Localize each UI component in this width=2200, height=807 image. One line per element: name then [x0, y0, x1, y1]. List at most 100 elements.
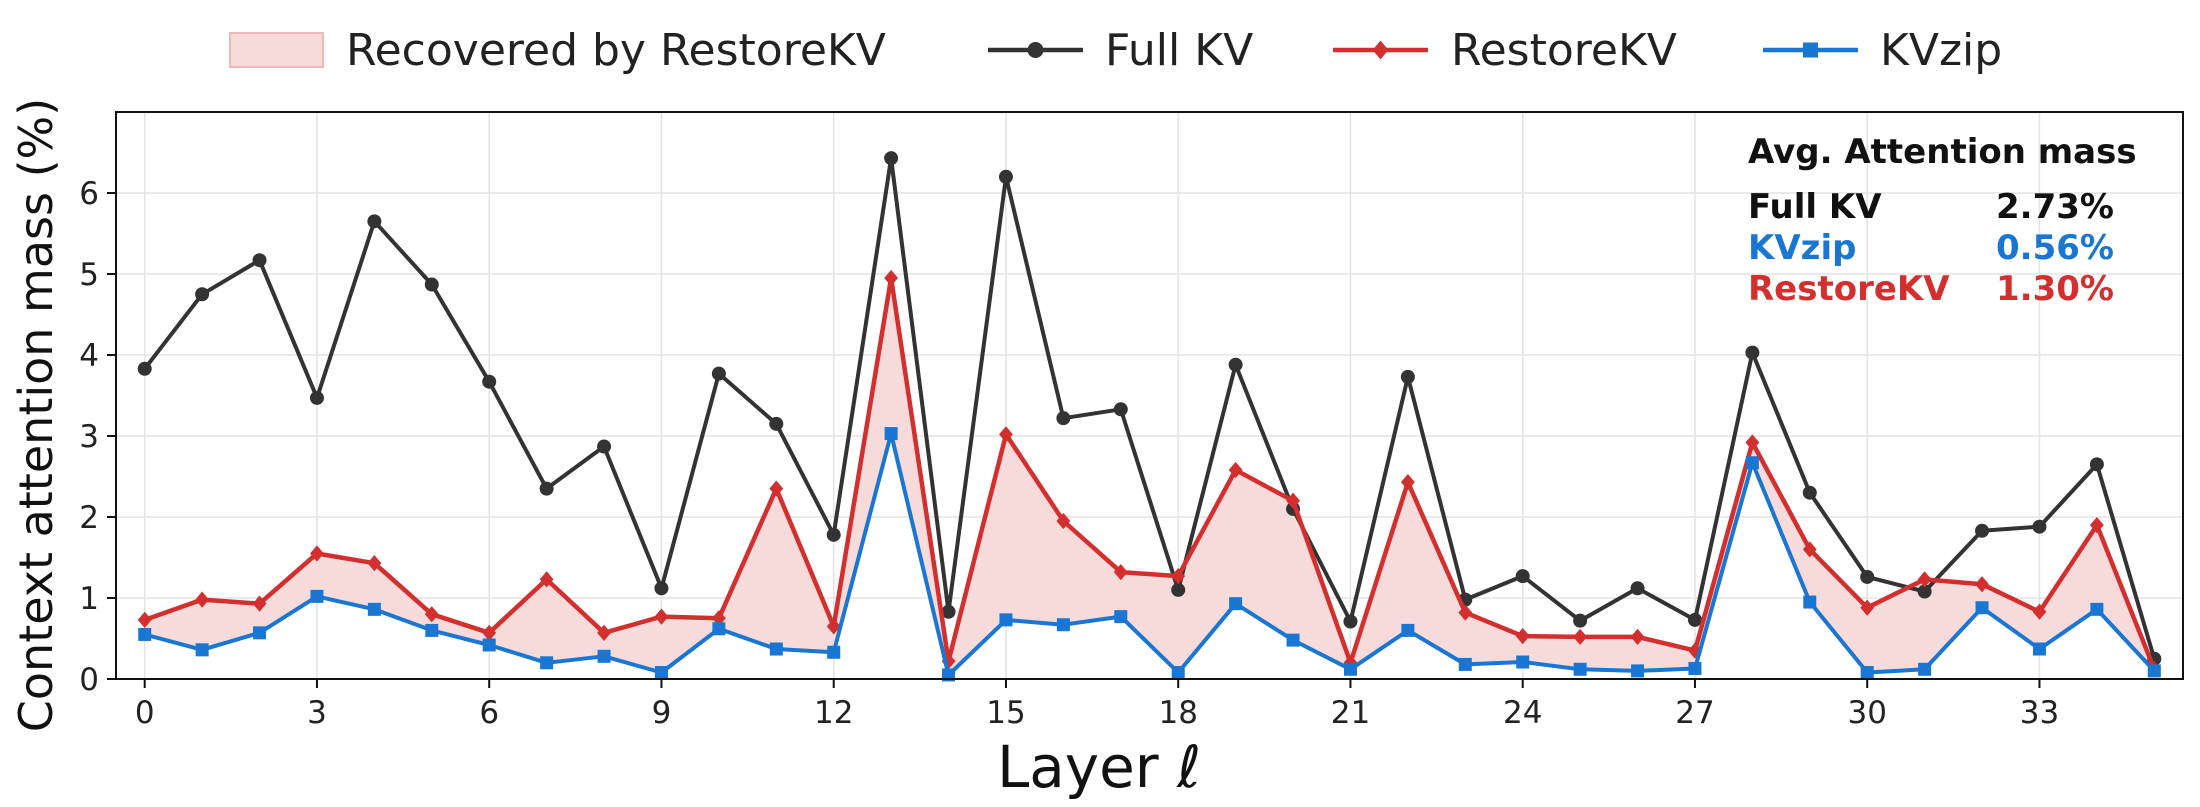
data-point-restorekv	[1802, 541, 1817, 558]
data-point-kvzip	[138, 627, 152, 641]
data-point-full-kv	[1745, 345, 1760, 360]
data-point-full-kv	[597, 439, 612, 454]
x-tick-label: 27	[1675, 695, 1714, 731]
series-line-full-kv	[143, 156, 2157, 660]
data-point-restorekv	[1228, 461, 1243, 479]
data-point-kvzip	[999, 613, 1013, 627]
data-point-restorekv	[482, 624, 497, 641]
data-point-full-kv	[941, 604, 956, 619]
data-point-full-kv	[826, 527, 841, 542]
data-point-kvzip	[1803, 595, 1817, 609]
series-kvzip	[138, 427, 2161, 682]
data-point-full-kv	[1343, 614, 1358, 629]
data-point-kvzip	[654, 666, 668, 680]
data-point-full-kv	[1630, 581, 1645, 596]
data-point-kvzip	[2032, 642, 2046, 656]
avg-attention-annotation: Avg. Attention mass Full KV 2.73% KVzip …	[1748, 132, 2137, 309]
data-point-full-kv	[252, 253, 267, 268]
x-tick-label: 0	[135, 695, 155, 731]
recovered-fill-area	[144, 278, 2155, 675]
data-point-restorekv	[1286, 492, 1300, 509]
y-tick-label: 4	[79, 338, 99, 374]
data-point-restorekv	[1113, 563, 1128, 581]
annotation-value-restorekv: 1.30%	[1996, 269, 2114, 309]
data-point-full-kv	[309, 390, 324, 405]
data-point-kvzip	[1745, 456, 1759, 470]
data-point-kvzip	[1401, 623, 1415, 637]
data-point-full-kv	[424, 277, 439, 292]
data-point-kvzip	[1458, 657, 1472, 671]
data-point-full-kv	[1860, 569, 1875, 584]
data-point-restorekv	[367, 555, 382, 572]
data-point-restorekv	[252, 595, 267, 612]
data-point-restorekv	[137, 611, 152, 628]
series-line-kvzip	[144, 431, 2156, 677]
data-point-full-kv	[137, 361, 152, 376]
recovered-fill	[144, 278, 2155, 675]
x-tick-label: 6	[479, 695, 499, 731]
data-point-kvzip	[482, 638, 496, 652]
legend-swatch-recovered	[229, 32, 324, 68]
data-point-kvzip	[2147, 664, 2161, 678]
x-tick-label: 33	[2020, 695, 2059, 731]
data-point-restorekv	[1745, 434, 1760, 451]
data-point-full-kv	[1400, 369, 1415, 384]
x-tick-label: 15	[986, 695, 1025, 731]
data-point-full-kv	[1113, 402, 1128, 417]
data-point-kvzip	[1860, 666, 1874, 680]
data-point-restorekv	[2032, 603, 2047, 620]
y-tick-label: 1	[79, 581, 99, 617]
legend-marker-restorekv	[1372, 40, 1389, 60]
data-point-restorekv	[1860, 599, 1875, 616]
data-point-kvzip	[827, 645, 841, 659]
data-point-full-kv	[1573, 613, 1588, 628]
data-point-kvzip	[1229, 597, 1243, 611]
data-point-full-kv	[367, 214, 382, 229]
x-tick-label: 12	[814, 695, 853, 731]
data-point-kvzip	[1343, 662, 1357, 676]
data-point-restorekv	[1400, 474, 1415, 491]
data-point-kvzip	[1516, 655, 1530, 669]
data-point-kvzip	[712, 622, 726, 636]
legend: Recovered by RestoreKV Full KV RestoreKV KV…	[229, 25, 2002, 76]
x-axis-title: Layer ℓ	[997, 733, 1201, 801]
data-point-kvzip	[1975, 601, 1989, 615]
data-point-restorekv	[195, 591, 210, 608]
data-point-kvzip	[1114, 610, 1128, 624]
data-point-kvzip	[310, 589, 324, 603]
plot-frame	[115, 111, 2184, 680]
data-point-restorekv	[539, 571, 554, 588]
data-point-full-kv	[1975, 523, 1990, 538]
data-point-full-kv	[654, 581, 669, 596]
x-tick-label: 24	[1503, 695, 1542, 731]
data-point-kvzip	[1056, 618, 1070, 632]
data-point-full-kv	[1228, 357, 1243, 372]
y-axis-title: Context attention mass (%)	[9, 98, 63, 732]
legend-marker-kvzip	[1803, 42, 1818, 58]
data-point-restorekv	[884, 269, 899, 287]
legend-label-full-kv: Full KV	[1105, 25, 1253, 76]
y-tick-label: 3	[79, 419, 99, 455]
data-point-kvzip	[1171, 666, 1185, 680]
data-point-kvzip	[1573, 662, 1587, 676]
data-point-restorekv	[769, 480, 784, 497]
data-point-restorekv	[1630, 628, 1645, 646]
data-point-restorekv	[826, 618, 841, 635]
data-point-full-kv	[539, 481, 554, 496]
y-tick-label: 6	[79, 176, 99, 212]
data-point-kvzip	[1688, 661, 1702, 675]
data-point-full-kv	[1515, 569, 1530, 584]
data-point-full-kv	[998, 169, 1013, 184]
x-tick-label: 18	[1158, 695, 1197, 731]
data-point-restorekv	[1975, 576, 1989, 593]
series-line-restorekv	[143, 275, 2157, 671]
data-point-full-kv	[884, 151, 899, 166]
legend-marker-full-kv	[1027, 42, 1044, 58]
data-point-full-kv	[1687, 612, 1702, 627]
legend-label-kvzip: KVzip	[1880, 25, 2002, 76]
data-point-kvzip	[253, 626, 267, 640]
data-point-full-kv	[711, 366, 726, 381]
